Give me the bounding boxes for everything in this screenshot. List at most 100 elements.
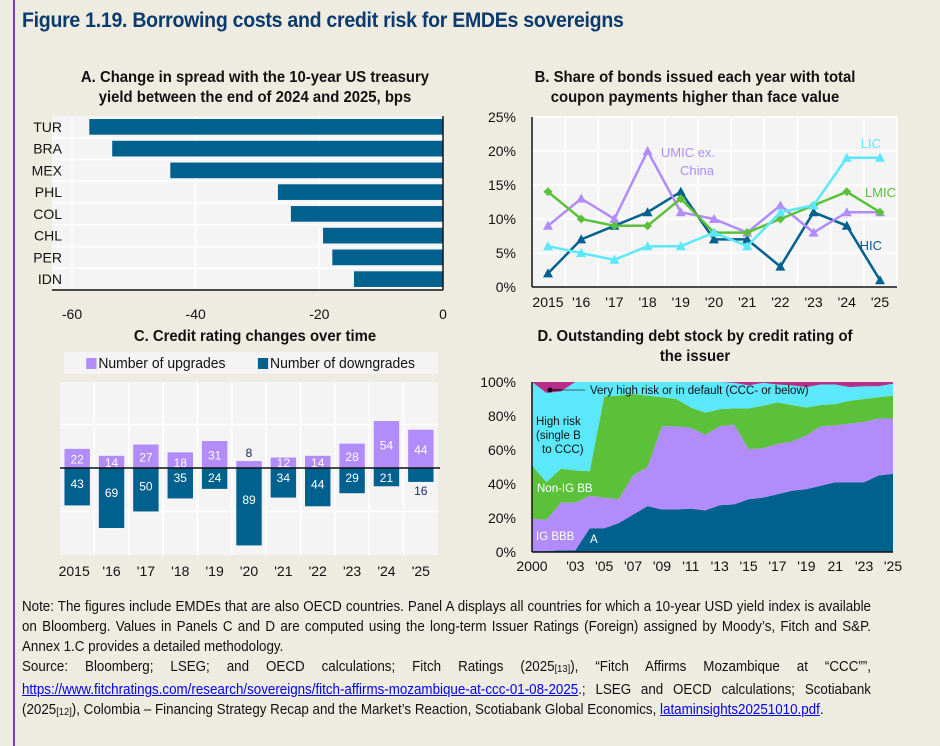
annotation-high-risk: High risk [536, 416, 581, 428]
series-label-lic: LIC [861, 136, 881, 151]
bar-upgrades [236, 461, 262, 468]
x-tick-label: '07 [624, 558, 642, 574]
annotation-high-risk-line2: (single B [536, 430, 581, 442]
x-tick-label: 2015 [532, 294, 563, 310]
x-tick-label: -40 [186, 306, 206, 322]
panel-c-title-line1: C. Credit rating changes over time [133, 328, 377, 345]
point-lic [742, 241, 753, 251]
fitch-link[interactable]: https://www.fitchratings.com/research/so… [22, 682, 579, 698]
point-hic [576, 234, 587, 244]
y-tick-label: 20% [488, 510, 516, 526]
point-lic [609, 254, 620, 264]
point-umic-ex-china [576, 193, 587, 203]
y-tick-label: 0% [496, 279, 516, 295]
y-tick-label: 60% [488, 442, 516, 458]
data-label-upgrades: 31 [208, 449, 222, 463]
point-lic [709, 227, 719, 237]
x-tick-label: '11 [682, 558, 699, 574]
scotiabank-pdf-link[interactable]: lataminsights20251010.pdf [660, 702, 820, 718]
bar-chl [323, 227, 443, 244]
data-label-upgrades: 28 [345, 450, 359, 464]
data-label-upgrades: 54 [380, 439, 394, 453]
point-lic [875, 152, 885, 162]
point-lic [775, 207, 786, 217]
y-tick-label: 0% [496, 544, 516, 560]
annotation-ccc: Very high risk or in default (CCC- or be… [590, 385, 809, 397]
point-umic-ex-china [642, 146, 653, 155]
bar-tur [89, 119, 444, 135]
point-lic [841, 152, 852, 162]
point-lmic [676, 194, 686, 204]
data-label-upgrades: 18 [174, 456, 188, 470]
y-tick-label: 100% [480, 374, 516, 390]
source-part-3: .; LSEG and OECD calculations; Scotiaban… [22, 682, 871, 718]
annotation-bb: Non-IG BB [537, 483, 593, 495]
point-umic-ex-china [775, 200, 786, 210]
panel-b-chart: 0% 5% 10% 15% 20% 25% 2015 '16 '17 '18 '19 '20 '21 '2… [488, 109, 898, 310]
point-umic-ex-china [675, 207, 686, 217]
bar-downgrades [339, 468, 365, 494]
y-tick-label: 15% [488, 177, 516, 193]
data-label-downgrades: 29 [345, 471, 359, 485]
legend-swatch-downgrades [258, 357, 269, 369]
x-tick-label: '03 [566, 558, 584, 574]
y-tick-label: BRA [33, 141, 62, 157]
panel-b-title-line2: coupon payments higher than face value [550, 89, 840, 106]
y-tick-label: IDN [38, 271, 62, 287]
x-tick-label: '13 [711, 558, 729, 574]
source-part-5: . [819, 702, 824, 718]
data-label-downgrades: 89 [242, 493, 256, 507]
area-a [532, 473, 893, 552]
y-tick-label: TUR [33, 119, 62, 135]
panel-a-title: A. Change in spread with the 10-year US … [55, 68, 455, 108]
note-text: Note: The figures include EMDEs that are… [22, 599, 871, 655]
bar-upgrades [201, 441, 228, 468]
panel-a-chart: TUR BRA MEX PHL COL CHL PER IDN -60 -40 -20 0 [32, 116, 447, 322]
x-tick-label: '17 [605, 294, 623, 310]
bar-phl [277, 184, 443, 200]
bar-upgrades [305, 455, 331, 468]
data-label-downgrades: 24 [208, 471, 222, 485]
data-label-downgrades: 69 [105, 486, 119, 500]
point-lmic [576, 214, 586, 224]
x-tick-label: '19 [797, 558, 815, 574]
point-hic [875, 275, 885, 285]
point-hic [543, 268, 553, 278]
point-lic [576, 248, 587, 257]
area-ig-bbb [532, 418, 893, 552]
panel-d-title-line1: D. Outstanding debt stock by credit rati… [537, 328, 853, 345]
point-lmic [842, 187, 852, 197]
data-label-upgrades: 14 [105, 456, 119, 470]
x-tick-label: '25 [871, 294, 889, 310]
point-hic [642, 207, 653, 217]
bar-downgrades [236, 468, 262, 546]
bar-downgrades [64, 468, 90, 506]
data-label-upgrades: 22 [71, 452, 85, 466]
point-lic [808, 200, 819, 210]
x-tick-label: '19 [206, 563, 224, 579]
x-tick-label: -60 [62, 306, 82, 322]
point-hic [675, 186, 686, 196]
source-ref-12: [12] [56, 707, 72, 718]
annotation-high-risk-line3: to CCC) [542, 444, 584, 456]
x-tick-label: 0 [439, 306, 447, 322]
point-lmic [609, 221, 619, 231]
x-tick-label: '20 [705, 294, 723, 310]
area-very-high-risk-or-in-default-ccc-or-below [532, 382, 893, 394]
bar-mex [170, 162, 443, 179]
source-text: Source: Bloomberg; LSEG; and OECD calcul… [22, 657, 871, 723]
point-lmic [543, 187, 553, 197]
x-tick-label: '16 [572, 294, 590, 310]
x-tick-label: '24 [377, 563, 395, 579]
point-umic-ex-china [808, 227, 819, 237]
figure-title: Figure 1.19. Borrowing costs and credit … [22, 9, 624, 32]
bar-upgrades [167, 452, 193, 468]
x-tick-label: 21 [827, 558, 843, 574]
y-tick-label: CHL [34, 228, 62, 244]
point-umic-ex-china [841, 207, 852, 217]
x-tick-label: -20 [309, 306, 329, 322]
x-tick-label: '23 [804, 294, 822, 310]
point-lic [543, 241, 553, 251]
point-hic [742, 234, 753, 244]
